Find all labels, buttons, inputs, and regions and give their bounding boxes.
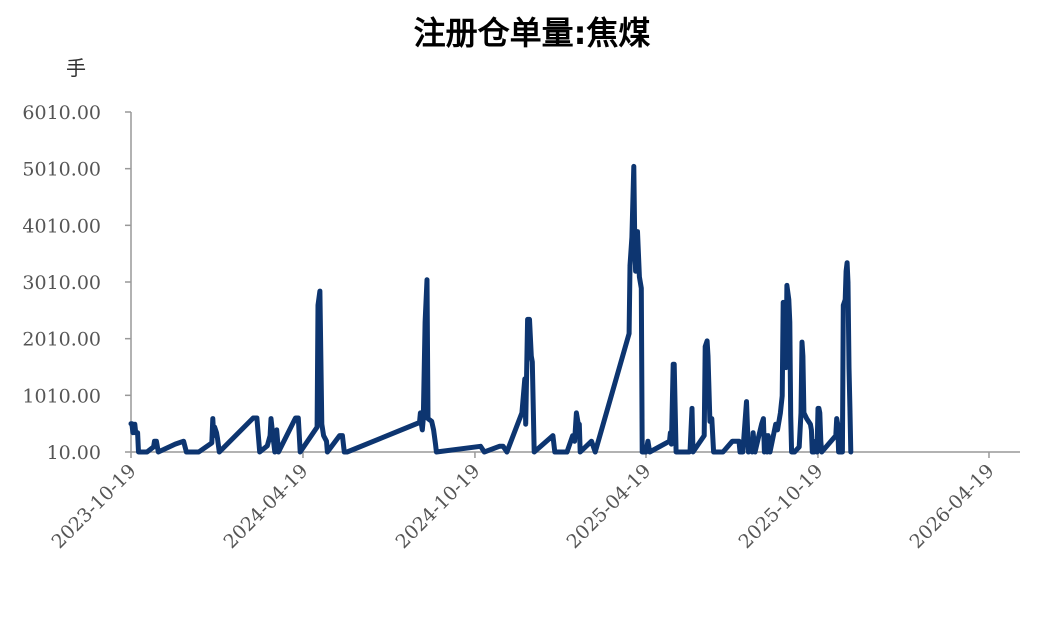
y-tick-label: 10.00 <box>47 442 101 464</box>
x-tick-label: 2023-10-19 <box>48 460 141 553</box>
y-unit-label: 手 <box>66 56 86 80</box>
y-tick-label: 2010.00 <box>22 329 101 351</box>
x-tick-label: 2025-04-19 <box>562 460 655 553</box>
x-axis-ticks: 2023-10-19 2024-04-19 2024-10-19 2025-04-19… <box>48 452 999 553</box>
x-tick-label: 2026-04-19 <box>906 460 999 553</box>
chart-title: 注册仓单量:焦煤 <box>413 14 651 52</box>
series-line-0 <box>128 163 854 455</box>
y-tick-label: 6010.00 <box>22 102 101 124</box>
axes <box>130 112 1020 453</box>
y-tick-label: 5010.00 <box>22 159 101 181</box>
y-tick-label: 3010.00 <box>22 272 101 294</box>
x-tick-label: 2025-10-19 <box>734 460 827 553</box>
y-tick-label: 1010.00 <box>22 385 101 407</box>
x-tick-label: 2024-10-19 <box>391 460 484 553</box>
plot-series <box>128 163 854 455</box>
y-tick-label: 4010.00 <box>22 215 101 237</box>
x-tick-label: 2024-04-19 <box>219 460 312 553</box>
y-axis-ticks: 10.00 1010.00 2010.00 3010.00 4010.00 5010.00… <box>22 102 131 464</box>
